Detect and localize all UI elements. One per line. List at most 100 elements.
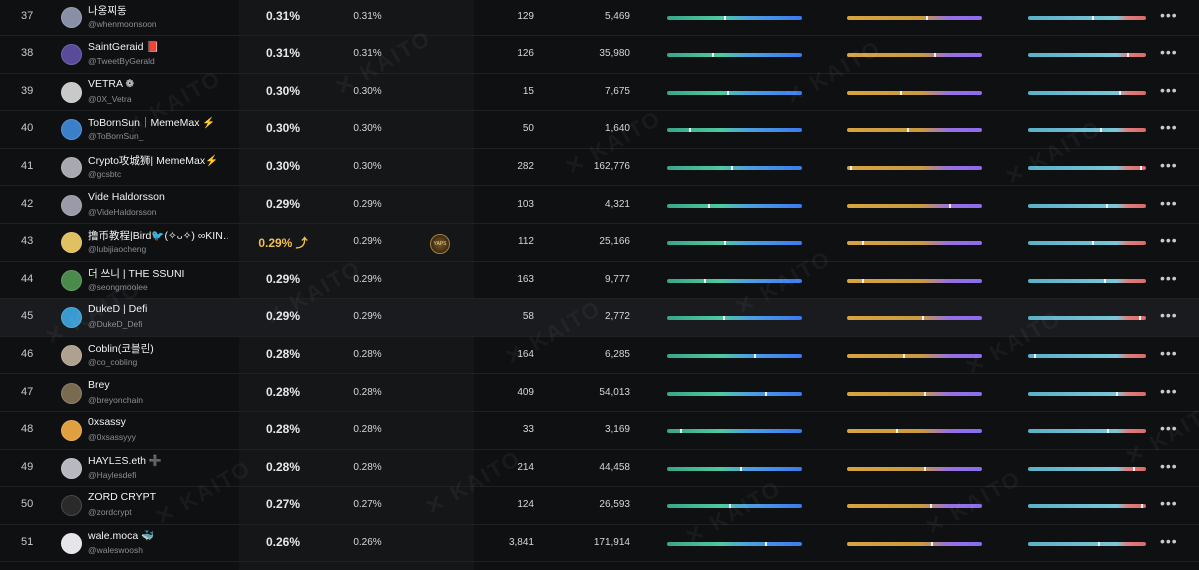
user-name[interactable]: Coblin(코블린) xyxy=(88,342,154,355)
table-row[interactable]: 39 VETRA ❁ @0X_Vetra 0.30% 0.30% 15 7,67… xyxy=(0,74,1199,112)
user-handle[interactable]: @VideHaldorsson xyxy=(88,206,157,217)
avatar[interactable] xyxy=(61,495,82,517)
more-options-button[interactable]: ••• xyxy=(1160,344,1178,361)
user-name[interactable]: Vide Haldorsson xyxy=(88,190,165,203)
table-row[interactable]: 44 더 쓰니 | THE SSUNI @seongmoolee 0.29% 0… xyxy=(0,262,1199,300)
user-handle[interactable]: @co_cobling xyxy=(88,356,138,367)
table-row[interactable]: 43 撸币教程|Bird🐦(✧ᴗ✧) ∞KIN… @lubijiaocheng … xyxy=(0,224,1199,262)
more-options-button[interactable]: ••• xyxy=(1160,532,1178,549)
more-options-button[interactable]: ••• xyxy=(1160,119,1178,136)
bar-metric-2 xyxy=(847,53,982,58)
user-name[interactable]: ZORD CRYPT xyxy=(88,491,157,504)
more-options-button[interactable]: ••• xyxy=(1160,457,1178,474)
user-handle[interactable]: @DukeD_Defi xyxy=(88,319,143,330)
user-name[interactable]: wale.moca 🐳 xyxy=(88,529,155,542)
avatar[interactable] xyxy=(61,232,82,254)
bar-marker xyxy=(948,203,951,208)
mindshare-value: 0.26% xyxy=(265,534,301,549)
avatar[interactable] xyxy=(61,307,82,329)
avatar[interactable] xyxy=(61,269,82,291)
bar-marker xyxy=(1107,429,1110,434)
user-name[interactable]: DukeD | Defi xyxy=(88,303,148,316)
user-name[interactable]: 나옹찌동 xyxy=(88,4,127,17)
more-options-button[interactable]: ••• xyxy=(1160,194,1178,211)
rank-number: 44 xyxy=(21,272,34,285)
bar-marker xyxy=(1091,15,1094,20)
user-handle[interactable]: @waleswoosh xyxy=(88,544,143,555)
table-row[interactable]: 41 Crypto攻城狮| MemeMax⚡ @gcsbtc 0.30% 0.3… xyxy=(0,149,1199,187)
table-row[interactable]: 40 ToBornSun｜MemeMax ⚡ @ToBornSun_ 0.30%… xyxy=(0,111,1199,149)
rank-number: 37 xyxy=(21,9,34,22)
table-row[interactable]: 42 Vide Haldorsson @VideHaldorsson 0.29%… xyxy=(0,187,1199,225)
user-handle[interactable]: @ToBornSun_ xyxy=(88,131,144,142)
bar-metric-3 xyxy=(1028,466,1146,471)
user-name[interactable]: ToBornSun｜MemeMax ⚡ xyxy=(88,117,216,130)
user-handle[interactable]: @lubijiaocheng xyxy=(88,244,147,255)
avatar[interactable] xyxy=(61,532,82,554)
user-handle[interactable]: @whenmoonsoon xyxy=(88,18,157,29)
user-handle[interactable]: @gcsbtc xyxy=(88,168,122,179)
user-handle[interactable]: @seongmoolee xyxy=(88,281,148,292)
rank-number: 46 xyxy=(21,347,34,360)
followers-count: 164 xyxy=(517,348,534,360)
more-options-button[interactable]: ••• xyxy=(1160,44,1178,61)
more-options-button[interactable]: ••• xyxy=(1160,156,1178,173)
more-options-button[interactable]: ••• xyxy=(1160,307,1178,324)
user-handle[interactable]: @breyonchain xyxy=(88,394,143,405)
more-options-button[interactable]: ••• xyxy=(1160,232,1178,249)
user-name[interactable]: Crypto攻城狮| MemeMax⚡ xyxy=(88,154,219,167)
more-options-button[interactable]: ••• xyxy=(1160,269,1178,286)
bar-marker xyxy=(1103,278,1106,283)
more-options-button[interactable]: ••• xyxy=(1160,382,1178,399)
user-name[interactable]: 더 쓰니 | THE SSUNI xyxy=(88,267,185,280)
bar-metric-2 xyxy=(847,466,982,471)
table-row[interactable]: 38 SaintGeraid 📕 @TweetByGerald 0.31% 0.… xyxy=(0,36,1199,74)
user-name[interactable]: VETRA ❁ xyxy=(88,77,135,90)
avatar[interactable] xyxy=(61,382,82,404)
rank-number: 43 xyxy=(21,235,34,248)
mindshare-value: 0.29% xyxy=(265,309,301,324)
avatar[interactable] xyxy=(61,420,82,442)
avatar[interactable] xyxy=(61,81,82,103)
user-name[interactable]: Brey xyxy=(88,378,110,391)
followers-count: 103 xyxy=(517,198,534,210)
avatar[interactable] xyxy=(61,156,82,178)
user-handle[interactable]: @0X_Vetra xyxy=(88,93,132,104)
table-row[interactable]: 46 Coblin(코블린) @co_cobling 0.28% 0.28% 1… xyxy=(0,337,1199,375)
avatar[interactable] xyxy=(61,194,82,216)
table-row[interactable]: 49 HAYLΞS.eth ➕ @Haylesdefi 0.28% 0.28% … xyxy=(0,450,1199,488)
avatar[interactable] xyxy=(61,119,82,141)
avatar[interactable] xyxy=(61,457,82,479)
avatar[interactable] xyxy=(61,6,82,28)
user-handle[interactable]: @zordcrypt xyxy=(88,507,132,518)
bar-metric-1 xyxy=(667,504,802,509)
avatar[interactable] xyxy=(61,344,82,366)
bar-marker xyxy=(895,429,898,434)
user-handle[interactable]: @TweetByGerald xyxy=(88,56,155,67)
user-handle[interactable]: @Haylesdefi xyxy=(88,469,137,480)
user-name[interactable]: 撸币教程|Bird🐦(✧ᴗ✧) ∞KIN… xyxy=(88,230,228,243)
table-row[interactable]: 37 나옹찌동 @whenmoonsoon 0.31% 0.31% 129 5,… xyxy=(0,0,1199,37)
bar-metric-2 xyxy=(847,241,982,246)
bar-marker xyxy=(1133,466,1136,471)
table-row[interactable]: 50 ZORD CRYPT @zordcrypt 0.27% 0.27% 124… xyxy=(0,487,1199,525)
table-row[interactable]: 47 Brey @breyonchain 0.28% 0.28% 409 54,… xyxy=(0,375,1199,413)
followers-count: 112 xyxy=(518,236,534,248)
more-options-button[interactable]: ••• xyxy=(1160,81,1178,98)
table-row[interactable]: 51 wale.moca 🐳 @waleswoosh 0.26% 0.26% 3… xyxy=(0,525,1199,563)
more-options-button[interactable]: ••• xyxy=(1160,6,1178,23)
more-options-button[interactable]: ••• xyxy=(1160,420,1178,437)
more-options-button[interactable]: ••• xyxy=(1160,495,1178,512)
table-row[interactable]: 45 DukeD | Defi @DukeD_Defi 0.29% 0.29% … xyxy=(0,299,1199,337)
table-row[interactable]: 48 0xsassy @0xsassyyy 0.28% 0.28% 33 3,1… xyxy=(0,412,1199,450)
user-name[interactable]: 0xsassy xyxy=(88,416,126,429)
mindshare-change: 0.28% xyxy=(353,424,382,436)
user-handle[interactable]: @0xsassyyy xyxy=(88,432,136,443)
engagement-count: 3,169 xyxy=(604,424,630,436)
bar-marker xyxy=(679,429,682,434)
bar-marker xyxy=(1127,53,1130,58)
user-name[interactable]: SaintGeraid 📕 xyxy=(88,41,160,54)
avatar[interactable] xyxy=(61,44,82,66)
bar-metric-2 xyxy=(847,353,982,358)
user-name[interactable]: HAYLΞS.eth ➕ xyxy=(88,454,162,467)
